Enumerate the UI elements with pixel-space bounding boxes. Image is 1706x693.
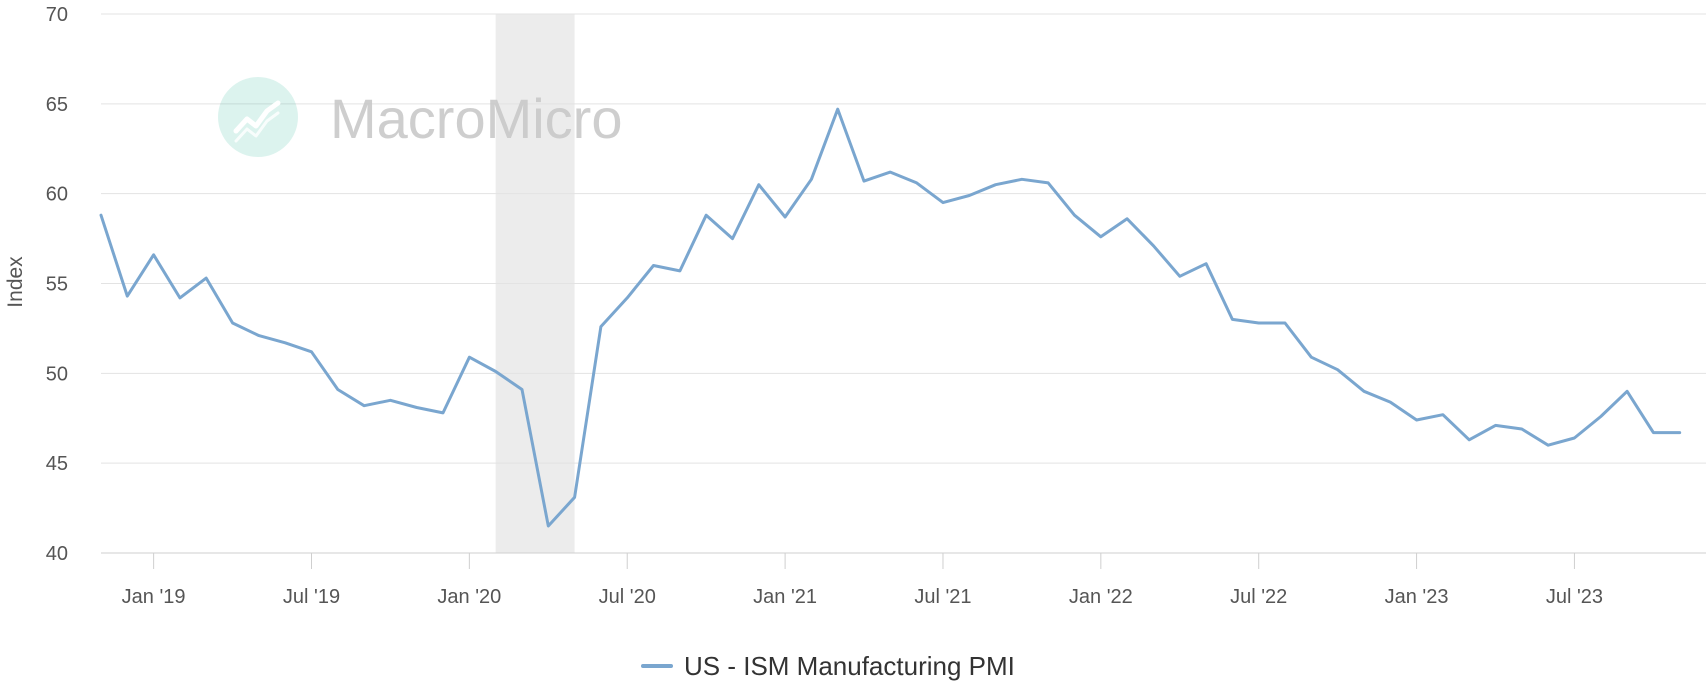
watermark: MacroMicro [218, 77, 622, 157]
y-tick-label: 40 [46, 543, 68, 565]
x-tick-label: Jan '23 [1385, 586, 1449, 608]
x-tick-label: Jul '21 [914, 586, 971, 608]
legend-label: US - ISM Manufacturing PMI [684, 651, 1015, 681]
legend[interactable]: US - ISM Manufacturing PMI [641, 651, 1015, 681]
x-tick-label: Jan '21 [753, 586, 817, 608]
series-layer [99, 107, 1682, 528]
x-tick-label: Jan '22 [1069, 586, 1133, 608]
y-axis-label: Index [4, 256, 27, 308]
legend-item[interactable]: US - ISM Manufacturing PMI [641, 651, 1015, 681]
y-tick-label: 45 [46, 453, 68, 475]
series-line[interactable] [99, 107, 1682, 528]
y-tick-label: 65 [46, 94, 68, 116]
y-tick-label: 70 [46, 4, 68, 26]
y-tick-label: 50 [46, 363, 68, 385]
x-tick-label: Jul '22 [1230, 586, 1287, 608]
x-tick-label: Jul '23 [1546, 586, 1603, 608]
chart-logo-icon [218, 77, 298, 157]
x-tick-label: Jan '19 [122, 586, 186, 608]
x-tick-label: Jul '20 [599, 586, 656, 608]
x-tick-label: Jan '20 [437, 586, 501, 608]
x-tick-label: Jul '19 [283, 586, 340, 608]
y-tick-label: 55 [46, 274, 68, 296]
y-tick-label: 60 [46, 184, 68, 206]
grid-layer [101, 13, 1706, 554]
watermark-text: MacroMicro [330, 87, 622, 150]
axes-layer: Index 40 45 50 55 60 65 70 Jan '19 Jul '19 Jan '2… [4, 4, 1603, 608]
